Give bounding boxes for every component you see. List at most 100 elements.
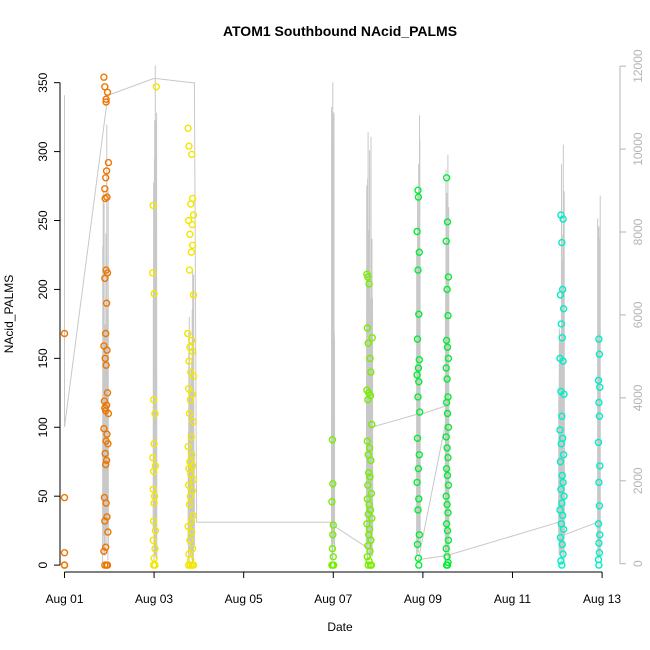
y-tick-label: 50 <box>36 489 50 503</box>
data-point <box>365 469 373 477</box>
x-tick-label: Aug 13 <box>583 592 621 606</box>
data-point <box>103 88 112 97</box>
data-point <box>415 531 423 539</box>
data-point <box>559 550 567 558</box>
data-point <box>559 478 567 487</box>
data-point <box>442 237 450 245</box>
data-point <box>558 412 566 420</box>
data-point <box>443 561 452 569</box>
data-point <box>148 453 157 462</box>
data-point <box>367 489 376 498</box>
data-point <box>415 310 423 318</box>
data-point <box>104 409 113 418</box>
data-point <box>366 354 374 363</box>
data-point <box>368 514 376 522</box>
data-point <box>187 433 196 441</box>
data-point <box>150 289 158 298</box>
data-point <box>101 194 109 203</box>
data-point <box>103 561 112 569</box>
data-point <box>557 440 565 448</box>
data-point <box>595 350 604 358</box>
data-point <box>101 329 110 338</box>
data-point <box>595 478 603 487</box>
data-point <box>595 412 604 420</box>
data-point <box>184 124 192 132</box>
data-point <box>415 248 423 256</box>
y-tick-label: 0 <box>36 561 50 568</box>
data-point <box>559 511 567 520</box>
data-point <box>149 396 158 404</box>
data-point <box>185 357 193 365</box>
data-point <box>414 186 422 194</box>
data-point <box>328 544 337 553</box>
data-point <box>103 346 111 354</box>
data-point <box>186 230 194 239</box>
x-tick-label: Aug 05 <box>225 592 263 606</box>
secondary-spike-9 <box>597 195 601 560</box>
data-point <box>363 553 371 561</box>
data-point <box>184 385 193 393</box>
data-point <box>443 500 451 509</box>
data-point <box>444 453 452 462</box>
data-point <box>101 517 109 525</box>
data-point <box>415 495 423 503</box>
data-point <box>151 409 159 418</box>
data-point <box>444 536 453 544</box>
data-point <box>367 456 375 465</box>
data-point <box>329 531 337 539</box>
data-point <box>102 98 110 106</box>
data-point <box>556 458 565 466</box>
data-point <box>101 449 109 458</box>
x-tick-label: Aug 01 <box>45 592 83 606</box>
data-point <box>444 354 453 363</box>
y-tick-label: 300 <box>36 141 50 161</box>
data-point <box>559 451 568 459</box>
data-point <box>328 436 337 444</box>
data-point <box>560 390 568 398</box>
data-point <box>150 499 158 507</box>
data-point <box>150 440 158 448</box>
points-layer <box>60 73 604 569</box>
data-point <box>152 83 161 91</box>
data-point <box>364 561 372 569</box>
data-point <box>556 426 564 434</box>
data-point <box>415 561 423 569</box>
data-point <box>151 561 159 569</box>
data-point <box>442 174 451 182</box>
data-point <box>558 499 566 507</box>
data-point <box>330 561 338 569</box>
secondary-spike-2 <box>152 65 158 561</box>
data-point <box>559 305 568 313</box>
data-point <box>329 521 337 529</box>
data-point <box>101 460 110 469</box>
data-point <box>414 393 422 401</box>
secondary-spike-4 <box>331 82 336 561</box>
x-tick-label: Aug 11 <box>494 592 531 606</box>
data-point <box>444 423 453 431</box>
data-point <box>595 335 603 343</box>
data-point <box>444 273 453 281</box>
data-point <box>101 174 110 182</box>
y2-tick-label: 2000 <box>631 467 645 494</box>
data-point <box>102 456 111 465</box>
data-point <box>443 343 452 351</box>
data-point <box>363 437 371 445</box>
data-point <box>149 536 157 544</box>
y2-tick-label: 10000 <box>631 132 645 166</box>
x-tick-label: Aug 09 <box>404 592 442 606</box>
data-point <box>442 336 451 345</box>
data-point <box>185 266 194 274</box>
data-point <box>102 95 110 103</box>
data-point <box>558 471 566 480</box>
data-point <box>365 280 373 288</box>
y2-tick-label: 0 <box>631 560 645 567</box>
data-point <box>595 398 603 407</box>
data-point <box>444 509 452 517</box>
data-point <box>364 451 372 459</box>
data-point <box>188 347 197 356</box>
data-point <box>149 467 158 476</box>
data-point <box>558 334 566 342</box>
data-point <box>413 335 422 343</box>
y-tick-label: 100 <box>36 417 50 437</box>
